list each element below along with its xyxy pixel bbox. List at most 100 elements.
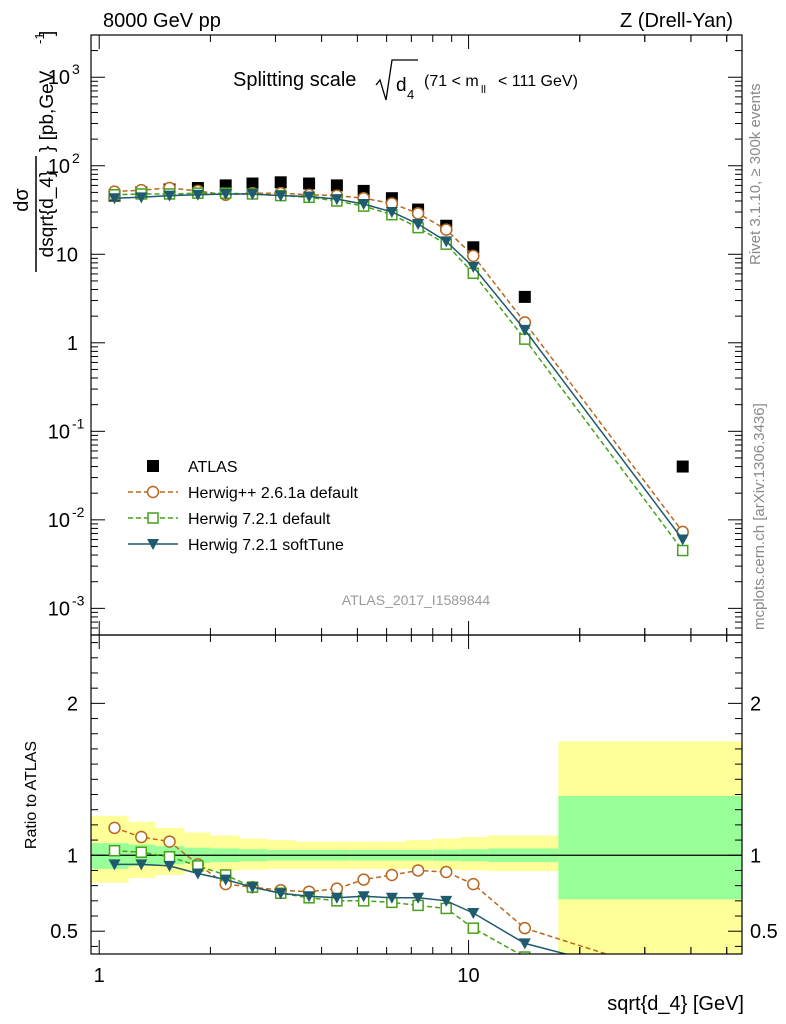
legend-label: Herwig 7.2.1 softTune (188, 537, 344, 554)
ratio-point-2 (191, 868, 204, 880)
legend-label: ATLAS (188, 459, 238, 476)
main-y-axis-label: dσ dsqrt{d_4} } [pb,GeV -1 ] (11, 31, 58, 272)
ratio-y-tick-label-right: 0.5 (750, 921, 778, 943)
main-point-2 (676, 544, 689, 557)
y-tick-label: 10 (48, 598, 70, 620)
ratio-point-2 (219, 874, 232, 886)
y-tick-label-exponent: -1 (72, 415, 85, 431)
ratio-point-0 (108, 821, 121, 835)
main-series-line-3 (114, 193, 684, 540)
ratio-point-1 (163, 851, 176, 863)
header-left: 8000 GeV pp (103, 10, 221, 32)
main-panel-plot-area (108, 176, 689, 557)
main-point-3 (467, 261, 480, 273)
ratio-point-2 (108, 859, 121, 871)
ratio-point-1 (135, 846, 148, 858)
ratio-point-0 (439, 865, 453, 879)
main-point-3 (357, 198, 370, 210)
title-range-subscript: ll (481, 84, 486, 96)
legend-marker (147, 460, 159, 472)
ylabel-unit: } [pb,GeV (37, 70, 58, 152)
main-point-1 (411, 207, 425, 220)
ratio-band-inner (558, 796, 742, 900)
ratio-y-tick-label: 2 (67, 693, 78, 715)
y-tick-label-exponent: 2 (72, 150, 80, 166)
x-axis-label: sqrt{d_4} [GeV] (607, 993, 744, 1015)
main-point-3 (219, 188, 232, 200)
ratio-point-2 (677, 979, 689, 990)
ratio-point-0 (163, 835, 176, 848)
title-d-symbol: d (396, 75, 407, 96)
legend-marker (147, 539, 159, 550)
analysis-id-label: ATLAS_2017_I1589844 (342, 592, 491, 608)
ratio-y-tick-label-right: 2 (750, 693, 761, 715)
ratio-point-0 (357, 873, 370, 886)
ratio-point-0 (135, 830, 148, 844)
ylabel-unit-close: ] (37, 31, 58, 36)
ratio-point-2 (303, 891, 316, 903)
y-tick-label: 10 (56, 244, 78, 266)
legend-item-1: Herwig++ 2.6.1a default (128, 485, 358, 502)
main-point-0 (246, 177, 259, 190)
main-point-3 (440, 236, 453, 248)
ratio-point-2 (412, 892, 425, 904)
main-series-line-1 (114, 187, 684, 533)
main-point-3 (303, 191, 316, 203)
main-point-3 (676, 534, 689, 546)
main-point-0 (467, 241, 480, 254)
main-point-1 (439, 223, 453, 236)
ratio-point-2 (135, 859, 148, 871)
main-series-line-2 (114, 192, 684, 551)
ratio-point-2 (330, 892, 343, 904)
y-tick-label: 10 (48, 156, 70, 178)
main-point-3 (330, 194, 343, 206)
ratio-point-2 (467, 907, 480, 919)
main-point-3 (385, 207, 398, 219)
y-tick-label-exponent: -2 (72, 504, 85, 520)
ratio-series-line-1 (114, 849, 521, 954)
ratio-point-0 (330, 882, 344, 895)
title-range-text: (71 < m (424, 73, 479, 90)
ratio-point-2 (357, 891, 370, 903)
main-point-3 (191, 189, 204, 201)
x-tick-label: 10 (457, 965, 479, 987)
ratio-panel-plot-area (91, 741, 742, 990)
legend-label: Herwig 7.2.1 default (188, 511, 331, 528)
main-point-3 (518, 324, 531, 336)
legend-marker (146, 485, 160, 499)
ratio-point-1 (519, 951, 531, 954)
ratio-point-2 (518, 938, 531, 950)
ratio-point-1 (108, 844, 121, 857)
legend-marker (147, 512, 159, 524)
ratio-y-tick-label-right: 1 (750, 845, 761, 867)
main-point-3 (135, 192, 148, 204)
header-right: Z (Drell-Yan) (620, 10, 733, 32)
ratio-point-2 (246, 882, 259, 894)
ylabel-denominator: dsqrt{d_4} (37, 171, 58, 258)
main-point-0 (303, 177, 316, 190)
main-point-3 (274, 190, 287, 202)
y-tick-label-exponent: 3 (72, 61, 80, 77)
mcplots-reference-label: mcplots.cern.ch [arXiv:1306.3436] (751, 403, 768, 630)
sqrt-symbol-icon (375, 59, 418, 101)
legend-item-2: Herwig 7.2.1 default (128, 511, 331, 528)
main-point-0 (676, 460, 689, 473)
main-title: Splitting scale d 4 (71 < m ll < 111 GeV… (233, 59, 578, 102)
main-point-0 (330, 179, 343, 192)
main-point-0 (518, 290, 531, 303)
ratio-point-2 (440, 895, 453, 907)
main-point-3 (108, 193, 121, 205)
ratio-point-0 (467, 877, 480, 891)
ratio-y-axis-label: Ratio to ATLAS (23, 741, 40, 849)
title-d-subscript: 4 (407, 87, 414, 102)
ratio-point-0 (677, 973, 688, 984)
ratio-point-1 (467, 922, 480, 934)
ratio-series-line-0 (114, 827, 609, 954)
main-point-3 (163, 190, 176, 202)
ratio-point-0 (518, 921, 532, 935)
title-main-text: Splitting scale (233, 69, 356, 91)
ratio-panel-axes: 0.5 0.5 1 1 2 2 1 10 (50, 634, 778, 987)
y-tick-label: 1 (67, 333, 78, 355)
legend-item-0: ATLAS (147, 459, 238, 476)
